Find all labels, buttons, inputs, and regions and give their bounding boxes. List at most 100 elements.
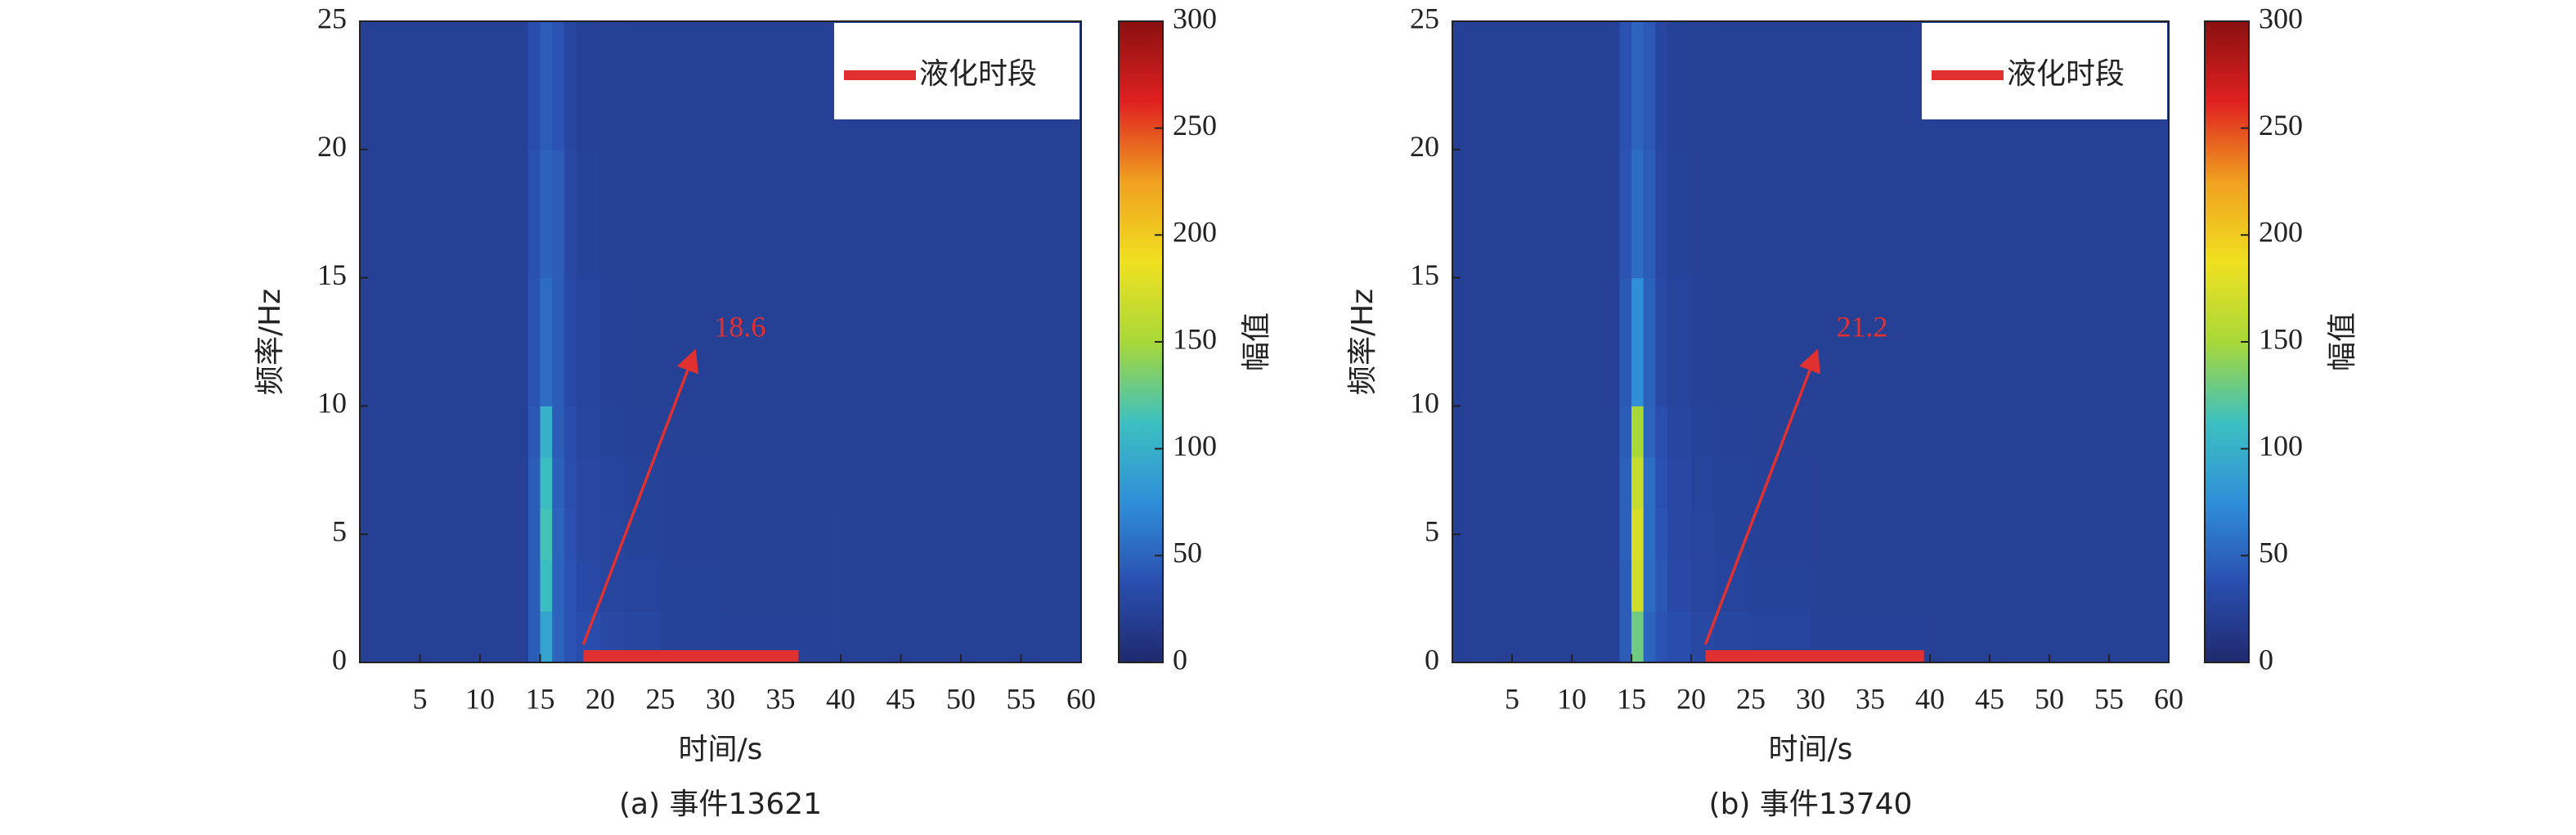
- heatmap-cell: [1643, 277, 1656, 406]
- heatmap-cell: [552, 508, 565, 561]
- x-axis-label: 时间/s: [679, 733, 763, 766]
- heatmap-cell: [720, 21, 841, 150]
- heatmap-cell: [1619, 611, 1632, 663]
- heatmap-cell: [1643, 611, 1656, 663]
- colorbar-tick-label: 150: [1173, 322, 1217, 355]
- heatmap-cell: [1691, 457, 1716, 510]
- y-tick-label: 0: [332, 643, 347, 676]
- x-axis-label: 时间/s: [1769, 733, 1853, 766]
- heatmap-cell: [1667, 559, 1692, 612]
- heatmap-cell: [720, 277, 841, 406]
- heatmap-cell: [720, 406, 841, 458]
- heatmap-cell: [563, 611, 577, 663]
- colorbar-tick-label: 50: [1173, 536, 1202, 569]
- colorbar-tick-label: 150: [2259, 322, 2303, 355]
- x-tick-label: 60: [1066, 682, 1096, 715]
- heatmap-cell: [576, 559, 601, 612]
- heatmap-cell: [1643, 406, 1656, 458]
- heatmap-cell: [540, 406, 553, 458]
- heatmap-cell: [1667, 508, 1692, 561]
- heatmap-cell: [1930, 277, 2170, 406]
- heatmap-cell: [1811, 149, 1931, 279]
- heatmap-cell: [552, 611, 565, 663]
- x-tick-label: 45: [886, 682, 916, 715]
- colorbar-tick-label: 100: [2259, 429, 2303, 462]
- heatmap-cell: [1643, 21, 1656, 150]
- heatmap-cell: [1452, 508, 1620, 561]
- heatmap-cell: [841, 149, 1082, 279]
- x-tick-label: 20: [586, 682, 615, 715]
- heatmap-cell: [360, 611, 529, 663]
- heatmap-cell: [1715, 406, 1752, 458]
- annotation-arrow: [581, 348, 699, 645]
- x-tick-label: 35: [766, 682, 796, 715]
- heatmap-cell: [540, 277, 553, 406]
- heatmap-cell: [1631, 508, 1645, 561]
- heatmap-cell: [563, 406, 577, 458]
- heatmap-cell: [576, 508, 601, 561]
- heatmap-cell: [1655, 559, 1668, 612]
- heatmap-cell: [552, 457, 565, 510]
- heatmap-cell: [1930, 406, 2170, 458]
- heatmap-cell: [1930, 149, 2170, 279]
- heatmap-cell: [1715, 277, 1752, 406]
- heatmap-cell: [360, 149, 529, 279]
- heatmap-cell: [624, 559, 661, 612]
- y-axis-label: 频率/Hz: [1346, 289, 1380, 395]
- heatmap-cell: [527, 457, 541, 510]
- y-tick-label: 10: [1410, 387, 1439, 420]
- heatmap-cell: [1452, 277, 1620, 406]
- heatmap-cell: [1655, 508, 1668, 561]
- heatmap-cell: [1452, 559, 1620, 612]
- heatmap-cell: [1811, 406, 1931, 458]
- y-tick-label: 25: [1410, 2, 1439, 34]
- x-tick-label: 55: [1007, 682, 1036, 715]
- heatmap-cell: [360, 559, 529, 612]
- heatmap-cell: [1631, 277, 1645, 406]
- heatmap-cell: [527, 277, 541, 406]
- heatmap-cell: [1811, 277, 1931, 406]
- heatmap-cell: [1452, 611, 1620, 663]
- heatmap-cell: [1811, 457, 1931, 510]
- heatmap-cell: [660, 277, 721, 406]
- heatmap-cell: [360, 508, 529, 561]
- heatmap-cell: [841, 559, 1082, 612]
- heatmap-cell: [527, 406, 541, 458]
- x-tick-label: 10: [465, 682, 495, 715]
- heatmap-cell: [624, 149, 661, 279]
- y-tick-label: 25: [317, 2, 347, 34]
- heatmap-cell: [1691, 508, 1716, 561]
- heatmap-cell: [841, 406, 1082, 458]
- heatmap-cell: [1631, 457, 1645, 510]
- heatmap-cell: [1619, 457, 1632, 510]
- heatmap-cell: [1667, 611, 1692, 663]
- heatmap-cell: [1631, 406, 1645, 458]
- x-tick-label: 55: [2094, 682, 2124, 715]
- heatmap-cell: [552, 149, 565, 279]
- heatmap-cell: [527, 508, 541, 561]
- heatmap-cell: [563, 559, 577, 612]
- heatmap-cell: [527, 149, 541, 279]
- heatmap-cell: [540, 559, 553, 612]
- heatmap-cell: [841, 508, 1082, 561]
- y-tick-label: 15: [1410, 258, 1439, 291]
- heatmap-cell: [1643, 508, 1656, 561]
- heatmap-cell: [1452, 149, 1620, 279]
- heatmap-cell: [1811, 508, 1931, 561]
- heatmap-cell: [1811, 559, 1931, 612]
- heatmap-cell: [1655, 277, 1668, 406]
- heatmap-cell: [1715, 508, 1752, 561]
- heatmap-cell: [576, 457, 601, 510]
- heatmap-cell: [600, 149, 625, 279]
- heatmap-cell: [1643, 149, 1656, 279]
- heatmap-cell: [563, 149, 577, 279]
- heatmap-cell: [600, 277, 625, 406]
- heatmap-cell: [600, 457, 625, 510]
- heatmap-cell: [660, 508, 721, 561]
- heatmap-cell: [563, 508, 577, 561]
- heatmap-cell: [1655, 21, 1668, 150]
- heatmap-cell: [360, 457, 529, 510]
- heatmap-cell: [552, 559, 565, 612]
- x-tick-label: 30: [1796, 682, 1825, 715]
- heatmap-cell: [552, 21, 565, 150]
